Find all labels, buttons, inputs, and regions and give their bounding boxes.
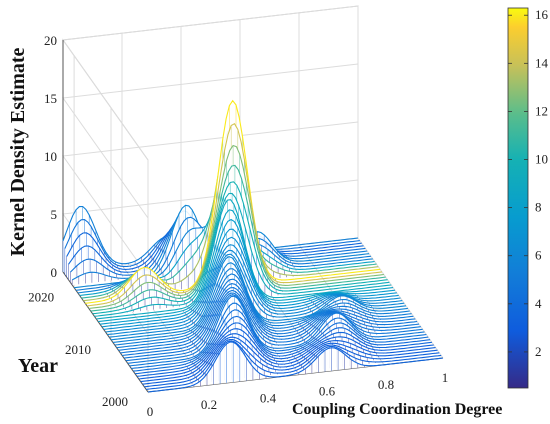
density-curve — [112, 262, 408, 343]
density-curve — [103, 236, 399, 330]
density-curve — [86, 122, 383, 307]
density-curve — [136, 322, 432, 377]
colorbar-tick-label: 12 — [535, 103, 548, 118]
density-curve — [146, 340, 442, 390]
density-curve — [96, 199, 392, 320]
density-curve — [110, 255, 407, 341]
z-tick-label: 15 — [44, 91, 57, 106]
y-axis-label: Year — [18, 355, 58, 377]
year-tick-label: 2010 — [65, 342, 91, 357]
density-curve — [98, 209, 394, 323]
x-tick-label: 0 — [147, 404, 154, 419]
colorbar-tick-label: 10 — [535, 152, 548, 167]
density-curve — [123, 289, 420, 359]
year-tick-label: 2020 — [28, 290, 54, 305]
density-curve — [142, 336, 438, 385]
density-curve — [140, 333, 436, 383]
colorbar: 2 4 6 8 10 12 14 16 — [507, 7, 549, 389]
density-curve — [125, 292, 421, 362]
x-axis-label: Coupling Coordination Degree — [292, 401, 502, 418]
density-curve — [99, 218, 396, 325]
density-curve — [90, 164, 386, 312]
density-curve — [94, 192, 390, 317]
density-curve — [127, 294, 423, 364]
surface-slice-fill — [72, 210, 368, 285]
colorbar-tick-label: 16 — [535, 7, 549, 22]
density-curve — [114, 268, 410, 346]
density-curve — [144, 338, 440, 388]
density-curve — [133, 309, 429, 372]
density-curve — [147, 341, 444, 393]
density-curve — [85, 99, 381, 304]
density-curve — [120, 283, 416, 354]
density-curve — [101, 228, 397, 328]
colorbar-tick-label: 8 — [535, 200, 542, 215]
density-curve — [138, 328, 434, 380]
z-tick-label: 10 — [44, 149, 57, 164]
density-curve — [135, 315, 431, 375]
density-curve — [92, 181, 388, 315]
colorbar-tick-label: 2 — [535, 344, 542, 359]
surface-slice-fill — [148, 342, 443, 392]
surface-slice-fill — [105, 244, 401, 332]
x-tick-label: 1 — [442, 370, 449, 385]
colorbar-gradient — [507, 7, 529, 389]
year-tick-label: 2000 — [102, 394, 128, 409]
z-axis-label: Kernel Density Estimate — [7, 47, 29, 256]
z-tick-label: 5 — [51, 207, 58, 222]
x-tick-label: 0.6 — [319, 384, 336, 399]
density-curve — [122, 287, 418, 357]
density-curve — [116, 273, 412, 349]
density-curve — [118, 278, 414, 351]
density-curve — [129, 295, 425, 367]
x-tick-label: 0.2 — [201, 397, 217, 412]
density-surface — [62, 99, 444, 393]
colorbar-tick-label: 6 — [535, 248, 542, 263]
z-gridline — [62, 5, 359, 161]
colorbar-tick-label: 14 — [535, 55, 549, 70]
z-tick-label: 20 — [44, 33, 57, 48]
z-tick-label: 0 — [51, 265, 58, 280]
density-curve — [88, 144, 384, 310]
density-curve — [131, 302, 427, 370]
axis-ticks: 0 0.2 0.4 0.6 0.8 1 2000 2010 2020 0 5 10 15 20 — [28, 33, 448, 419]
colorbar-tick-label: 4 — [535, 296, 542, 311]
x-tick-label: 0.8 — [378, 377, 394, 392]
x-tick-label: 0.4 — [260, 390, 277, 405]
z-gridline — [62, 63, 359, 219]
